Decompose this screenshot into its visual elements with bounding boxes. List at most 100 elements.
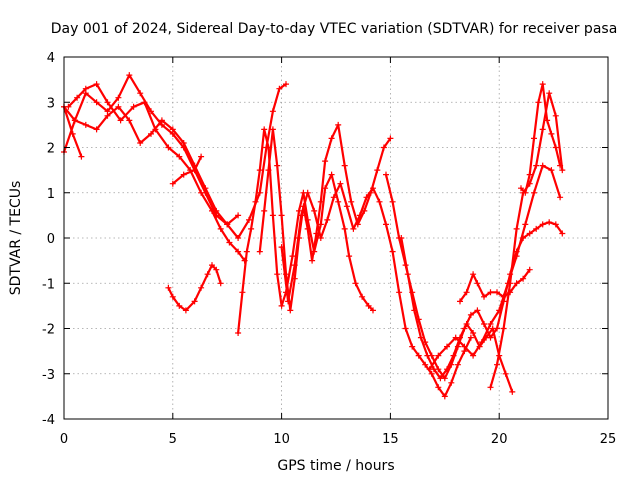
- data-point-marker: [169, 180, 176, 187]
- data-point-marker: [93, 81, 100, 88]
- data-point-marker: [165, 144, 172, 151]
- data-point-marker: [276, 85, 283, 92]
- data-point-marker: [383, 221, 389, 228]
- data-point-marker: [546, 219, 553, 226]
- x-tick-labels: 0 5 10 15 20 25: [60, 432, 616, 447]
- data-series-11: [400, 236, 514, 393]
- data-point-marker: [487, 289, 494, 296]
- data-point-marker: [269, 126, 276, 133]
- data-point-marker: [435, 352, 442, 359]
- data-point-marker: [444, 343, 450, 350]
- data-point-marker: [239, 289, 246, 296]
- data-point-marker: [428, 370, 435, 377]
- data-point-marker: [335, 121, 342, 128]
- data-series-9: [280, 182, 472, 398]
- data-point-marker: [478, 339, 485, 346]
- data-series-10: [384, 173, 564, 380]
- data-point-marker: [424, 352, 431, 359]
- data-point-marker: [507, 280, 514, 287]
- data-point-marker: [261, 126, 268, 133]
- data-point-marker: [235, 235, 242, 241]
- data-point-marker: [304, 225, 311, 232]
- data-point-marker: [343, 203, 350, 210]
- data-point-marker: [256, 248, 263, 255]
- data-point-marker: [198, 189, 205, 196]
- data-series-13: [458, 268, 531, 303]
- data-point-marker: [435, 384, 442, 391]
- data-point-marker: [467, 311, 474, 318]
- data-point-marker: [269, 108, 276, 115]
- y-tick-label: 2: [47, 142, 55, 157]
- data-point-marker: [461, 343, 468, 350]
- data-point-marker: [426, 366, 433, 373]
- data-point-marker: [152, 126, 159, 133]
- data-series-group: [61, 72, 566, 400]
- x-tick-label: 20: [491, 432, 508, 447]
- data-point-marker: [546, 90, 553, 97]
- data-point-marker: [437, 375, 444, 382]
- data-point-marker: [217, 280, 224, 287]
- data-point-marker: [502, 370, 509, 377]
- data-point-marker: [548, 130, 555, 137]
- x-tick-label: 25: [600, 432, 617, 447]
- y-tick-label: 4: [47, 51, 55, 66]
- data-point-marker: [78, 153, 85, 160]
- data-series-7: [237, 128, 375, 335]
- data-point-marker: [467, 334, 474, 341]
- data-point-marker: [470, 352, 477, 359]
- data-point-marker: [213, 266, 220, 273]
- data-point-marker: [182, 307, 189, 314]
- data-point-marker: [383, 171, 389, 178]
- data-point-marker: [509, 388, 516, 395]
- data-point-marker: [396, 289, 403, 296]
- data-point-marker: [463, 289, 470, 296]
- axis-ticks: [63, 56, 609, 420]
- data-series-12: [428, 164, 562, 371]
- data-point-marker: [248, 225, 255, 232]
- data-point-marker: [330, 194, 337, 201]
- data-point-marker: [415, 352, 422, 359]
- data-point-marker: [298, 212, 305, 219]
- data-point-marker: [481, 293, 487, 300]
- data-point-marker: [539, 126, 546, 133]
- data-point-marker: [356, 212, 363, 219]
- data-point-marker: [531, 189, 537, 196]
- data-point-marker: [337, 180, 344, 187]
- data-point-marker: [209, 262, 215, 269]
- data-point-marker: [494, 289, 500, 296]
- data-point-marker: [448, 379, 455, 386]
- data-point-marker: [191, 298, 198, 305]
- data-point-marker: [341, 225, 348, 232]
- data-point-marker: [496, 307, 503, 314]
- y-tick-label: -4: [42, 413, 55, 428]
- y-tick-label: -1: [42, 277, 55, 292]
- data-point-marker: [520, 275, 527, 282]
- data-point-marker: [71, 117, 78, 124]
- data-point-marker: [252, 198, 259, 205]
- data-point-marker: [141, 99, 148, 106]
- data-point-marker: [328, 171, 335, 178]
- data-point-marker: [363, 194, 370, 201]
- data-point-marker: [526, 171, 533, 178]
- data-point-marker: [283, 81, 289, 88]
- data-point-marker: [82, 85, 89, 92]
- data-point-marker: [463, 321, 470, 327]
- data-point-marker: [513, 225, 520, 232]
- grid-lines: [64, 57, 608, 419]
- data-point-marker: [104, 99, 111, 106]
- data-series-3: [67, 83, 246, 262]
- data-point-marker: [82, 121, 89, 128]
- data-point-marker: [454, 361, 461, 368]
- data-point-marker: [289, 253, 296, 260]
- data-point-marker: [158, 117, 165, 124]
- data-point-marker: [346, 253, 353, 260]
- data-point-marker: [441, 393, 448, 400]
- data-point-marker: [274, 271, 281, 278]
- data-point-marker: [552, 144, 559, 151]
- data-point-marker: [176, 302, 183, 309]
- data-point-marker: [489, 325, 496, 332]
- y-tick-label: -2: [42, 323, 55, 338]
- data-point-marker: [539, 162, 546, 169]
- x-tick-label: 5: [169, 432, 177, 447]
